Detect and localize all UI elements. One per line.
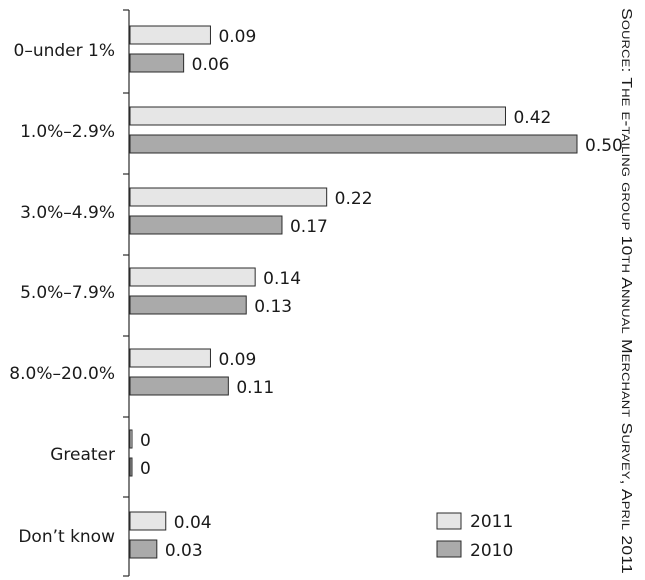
value-label: 0.50 — [585, 136, 623, 156]
legend-swatch-2011 — [436, 512, 462, 530]
bar-2010 — [129, 134, 578, 154]
category-label: 3.0%–4.9% — [20, 203, 115, 223]
category-label: Don’t know — [18, 527, 115, 547]
bar-2011 — [129, 511, 167, 531]
bar-2011 — [129, 187, 328, 207]
bar-2011 — [129, 106, 506, 126]
bar-2010 — [129, 215, 283, 235]
value-label: 0.42 — [513, 108, 551, 128]
bar-2010 — [129, 376, 229, 396]
legend-label-2010: 2010 — [470, 541, 513, 561]
value-label: 0.11 — [236, 378, 274, 398]
value-label: 0 — [140, 459, 151, 479]
category-label: 1.0%–2.9% — [20, 122, 115, 142]
value-label: 0.09 — [218, 27, 256, 47]
bar-2011 — [129, 25, 211, 45]
bar-2010 — [129, 53, 185, 73]
value-label: 0.04 — [174, 513, 212, 533]
bar-2011 — [129, 267, 256, 287]
value-label: 0.09 — [218, 350, 256, 370]
category-label: 8.0%–20.0% — [9, 364, 115, 384]
axis-layer — [123, 9, 130, 577]
bar-2011 — [129, 429, 133, 449]
legend: 2011 2010 — [436, 512, 513, 561]
source-note: Source: The e-tailing group 10th Annual … — [618, 8, 635, 574]
value-label: 0.14 — [263, 269, 301, 289]
category-labels: 0–under 1% 1.0%–2.9% 3.0%–4.9% 5.0%–7.9% 8.0… — [9, 41, 115, 547]
value-label: 0.13 — [254, 297, 292, 317]
value-label: 0.06 — [192, 55, 230, 75]
bars-layer — [129, 25, 578, 559]
value-label: 0 — [140, 431, 151, 451]
legend-swatch-2010 — [436, 540, 462, 558]
category-label: Greater — [50, 445, 115, 465]
value-label: 0.17 — [290, 217, 328, 237]
legend-label-2011: 2011 — [470, 512, 513, 532]
value-labels: 0.09 0.06 0.42 0.50 0.22 0.17 0.14 0.13 0.09 0.11… — [140, 27, 623, 561]
bar-2010 — [129, 295, 247, 315]
bar-2010 — [129, 457, 133, 477]
value-label: 0.22 — [335, 189, 373, 209]
category-label: 5.0%–7.9% — [20, 283, 115, 303]
category-label: 0–under 1% — [14, 41, 115, 61]
value-label: 0.03 — [165, 541, 203, 561]
bar-2010 — [129, 539, 158, 559]
bar-2011 — [129, 348, 211, 368]
